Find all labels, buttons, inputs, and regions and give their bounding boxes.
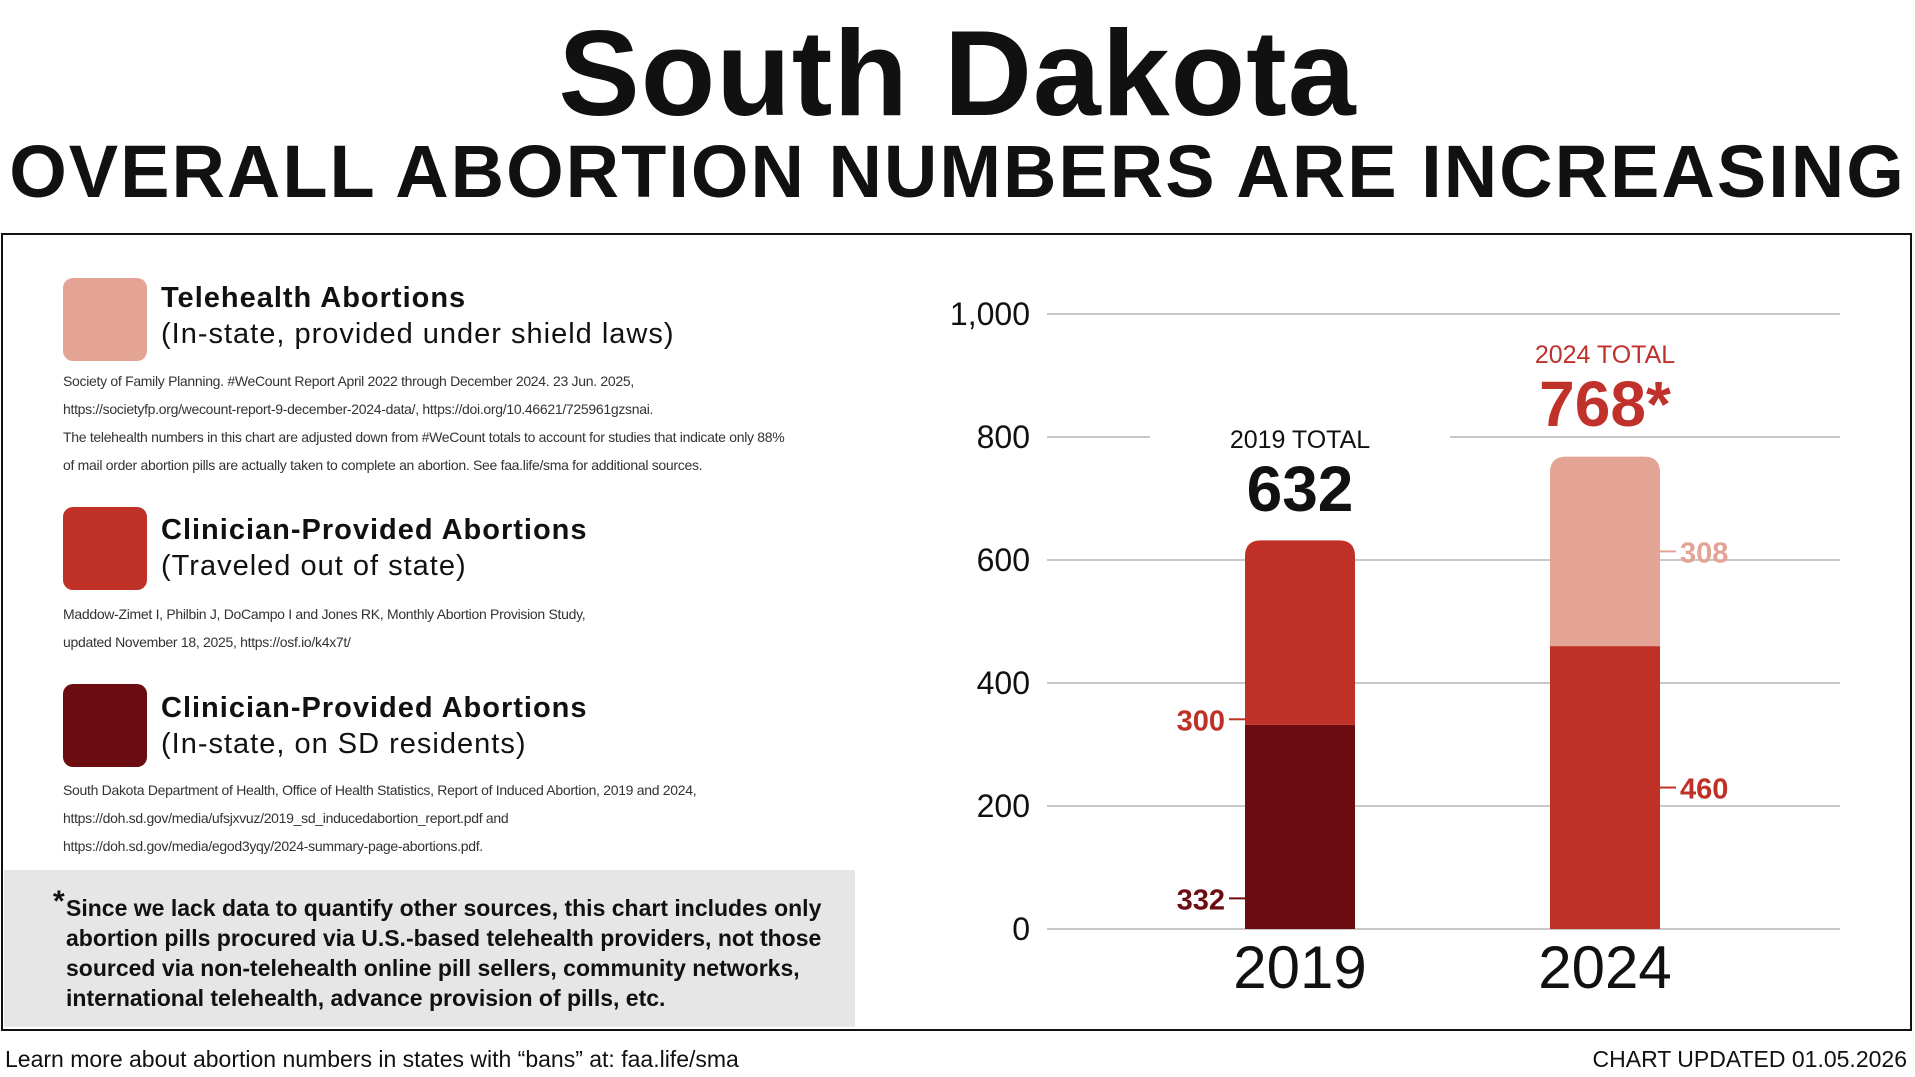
x-category-label: 2024	[1538, 934, 1671, 1001]
source-line: updated November 18, 2025, https://osf.i…	[63, 634, 351, 650]
y-tick-label: 600	[977, 542, 1030, 578]
source-line: of mail order abortion pills are actuall…	[63, 457, 703, 473]
legend-title-traveled: Clinician-Provided Abortions	[161, 514, 588, 546]
page-subtitle: OVERALL ABORTION NUMBERS ARE INCREASING	[9, 130, 1906, 213]
legend-subtitle-instate: (In-state, on SD residents)	[161, 728, 527, 760]
footer-learn-more: Learn more about abortion numbers in sta…	[5, 1046, 739, 1072]
legend-subtitle-telehealth: (In-state, provided under shield laws)	[161, 318, 675, 350]
legend-title-instate: Clinician-Provided Abortions	[161, 692, 588, 724]
source-line: Society of Family Planning. #WeCount Rep…	[63, 373, 634, 389]
footnote-box	[4, 870, 855, 1027]
source-line: https://doh.sd.gov/media/ufsjxvuz/2019_s…	[63, 810, 509, 826]
source-instate: South Dakota Department of Health, Offic…	[63, 776, 697, 860]
total-label: 2024 TOTAL	[1535, 341, 1675, 369]
x-category-label: 2019	[1233, 934, 1366, 1001]
total-label-bg	[1450, 330, 1760, 370]
bar-segment-traveled	[1245, 540, 1355, 725]
value-label: 460	[1680, 774, 1728, 806]
y-tick-label: 1,000	[950, 296, 1030, 332]
page-title: South Dakota	[558, 5, 1357, 141]
source-line: The telehealth numbers in this chart are…	[63, 429, 785, 445]
legend-swatch-traveled	[63, 507, 147, 590]
y-tick-label: 400	[977, 665, 1030, 701]
y-tick-label: 800	[977, 419, 1030, 455]
legend-swatch-instate	[63, 684, 147, 767]
bar-segment-instate	[1245, 724, 1355, 929]
y-tick-label: 0	[1012, 911, 1030, 947]
total-label-bg	[1150, 415, 1450, 455]
footnote-text: Since we lack data to quantify other sou…	[66, 895, 822, 1011]
value-label: 308	[1680, 537, 1728, 569]
bar-segment-traveled	[1550, 646, 1660, 929]
source-telehealth: Society of Family Planning. #WeCount Rep…	[63, 367, 785, 479]
source-line: South Dakota Department of Health, Offic…	[63, 782, 697, 798]
y-tick-label: 200	[977, 788, 1030, 824]
chart-frame	[1, 233, 1912, 1031]
source-line: https://societyfp.org/wecount-report-9-d…	[63, 401, 654, 417]
bar-segment-telehealth	[1550, 456, 1660, 647]
legend-subtitle-traveled: (Traveled out of state)	[161, 550, 467, 582]
total-label: 2019 TOTAL	[1230, 426, 1370, 454]
footnote-asterisk: *	[53, 885, 65, 918]
footer-updated-date: CHART UPDATED 01.05.2026	[1592, 1046, 1907, 1072]
source-traveled: Maddow-Zimet I, Philbin J, DoCampo I and…	[63, 600, 586, 656]
source-line: https://doh.sd.gov/media/egod3yqy/2024-s…	[63, 838, 483, 854]
source-line: Maddow-Zimet I, Philbin J, DoCampo I and…	[63, 606, 586, 622]
value-label: 332	[1177, 884, 1225, 916]
value-label: 300	[1177, 705, 1225, 737]
total-value: 632	[1247, 453, 1354, 525]
legend-swatch-telehealth	[63, 278, 147, 361]
total-value: 768*	[1539, 368, 1671, 440]
legend-title-telehealth: Telehealth Abortions	[161, 282, 467, 314]
